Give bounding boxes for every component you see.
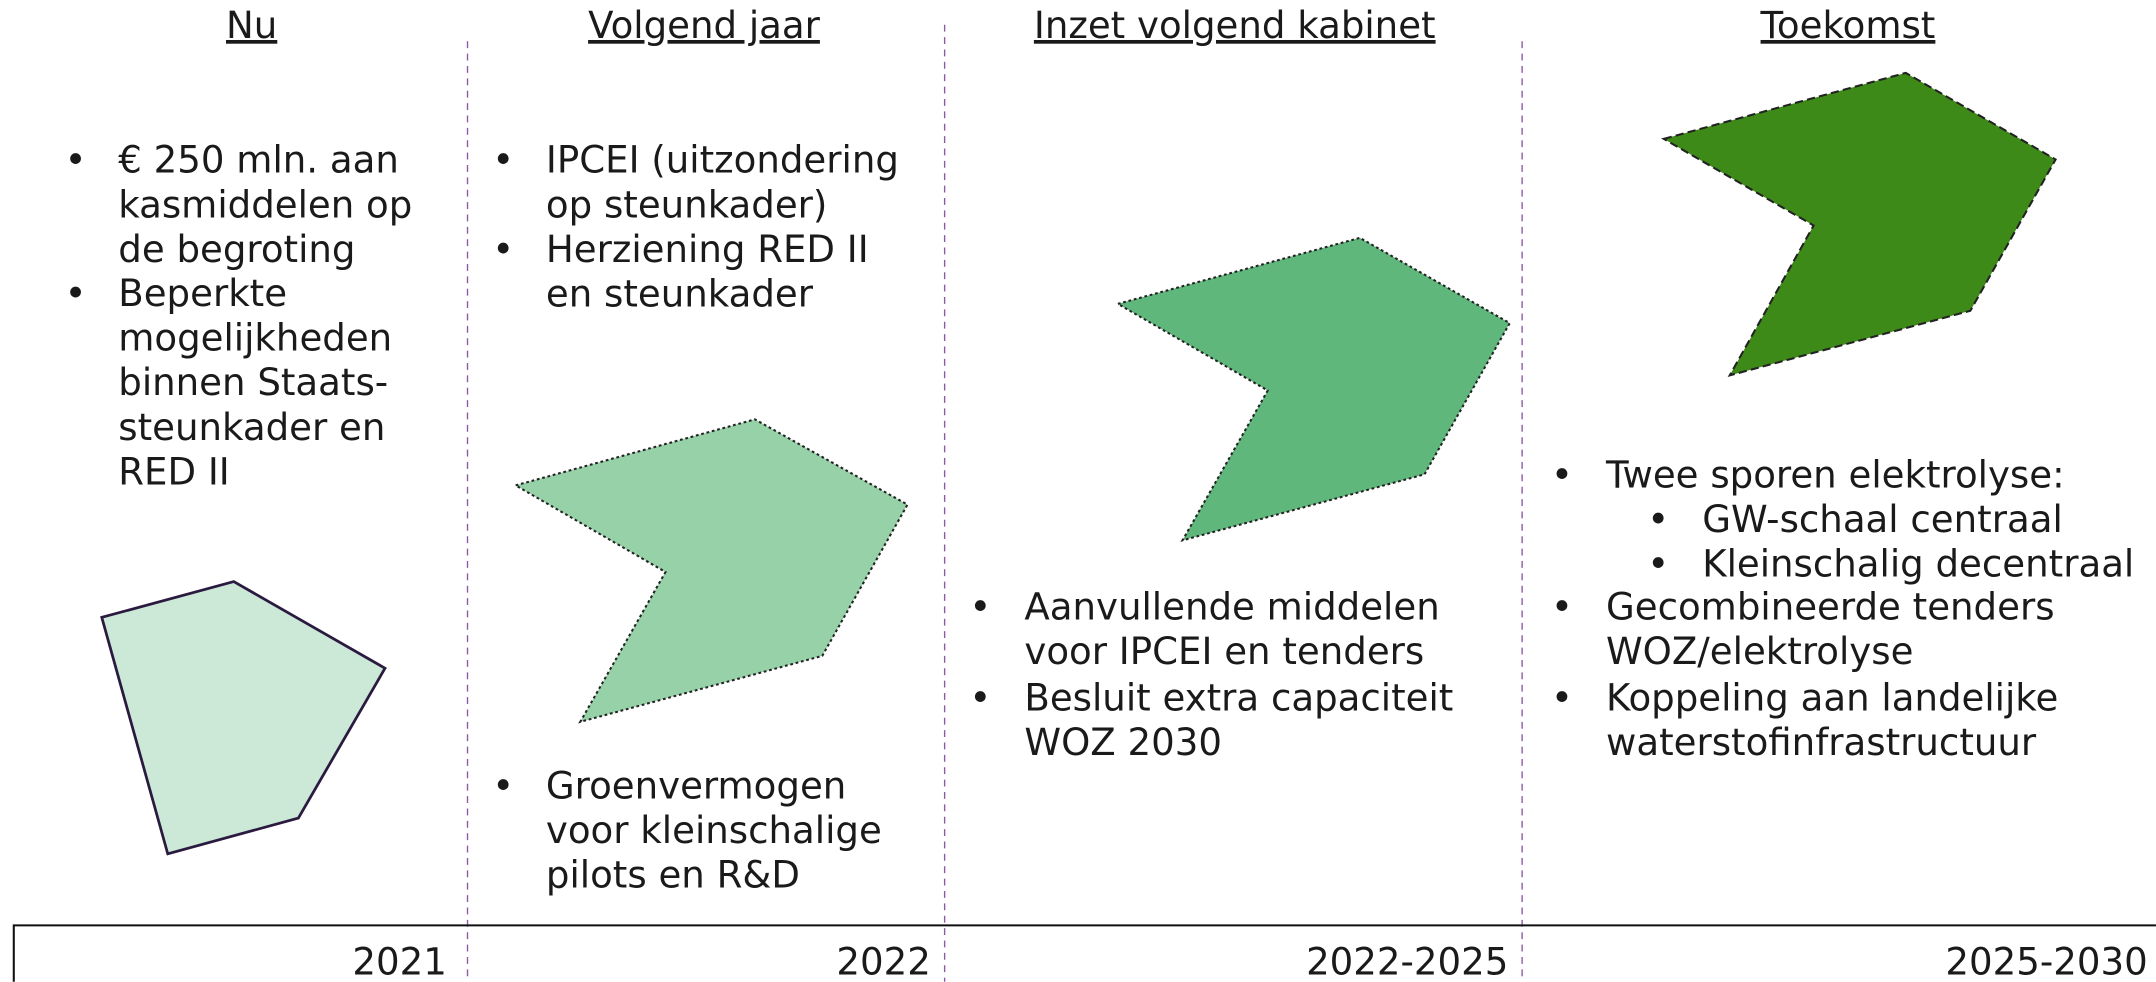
bullet-text: waterstofinfrastructuur <box>1606 721 2037 764</box>
bullet: • <box>1551 454 1573 497</box>
bullet-text: kasmiddelen op <box>118 183 412 226</box>
bullet: • <box>65 272 87 315</box>
bullet: • <box>969 676 991 719</box>
bullet-text: binnen Staats- <box>118 361 388 404</box>
dividers <box>466 24 1523 982</box>
column-title: Nu <box>226 4 277 47</box>
bullet: • <box>1551 586 1573 629</box>
bullet: • <box>1647 498 1669 541</box>
pentagon-shape <box>100 580 387 856</box>
bullet-text: € 250 mln. aan <box>118 139 399 182</box>
bullet-text: Aanvullende middelen <box>1024 586 1439 629</box>
year-label: 2021 <box>352 940 446 982</box>
column-title: Toekomst <box>1760 4 1936 47</box>
bullet: • <box>492 764 514 807</box>
bullet-text: steunkader en <box>118 406 385 449</box>
bullet: • <box>1551 676 1573 719</box>
bullet-text: Gecombineerde tenders <box>1606 586 2055 629</box>
bullet-text: WOZ/elektrolyse <box>1606 630 1913 673</box>
bullet-text: voor IPCEI en tenders <box>1024 630 1424 673</box>
bullet-text: IPCEI (uitzondering <box>546 139 899 182</box>
bullet-text: Groenvermogen <box>546 764 846 807</box>
bullet-text: Herziening RED II <box>546 228 869 271</box>
bullet-text: Beperkte <box>118 272 287 315</box>
bullet: • <box>65 139 87 182</box>
chevron-shape <box>1661 71 2057 377</box>
column-title: Volgend jaar <box>588 4 821 47</box>
sub-bullet-text: Kleinschalig decentraal <box>1702 543 2134 586</box>
bullet-text: mogelijkheden <box>118 317 392 360</box>
chevron-shape <box>512 418 909 724</box>
bullet-text: Besluit extra capaciteit <box>1024 676 1453 719</box>
timeline-box <box>12 924 2156 982</box>
sub-bullet-text: GW-schaal centraal <box>1702 498 2063 541</box>
year-label: 2022 <box>836 940 930 982</box>
column-title: Inzet volgend kabinet <box>1034 4 1436 47</box>
bullet: • <box>969 586 991 629</box>
bullet-text: Koppeling aan landelijke <box>1606 676 2058 719</box>
bullet-text: de begroting <box>118 228 355 271</box>
bullet-text: WOZ 2030 <box>1024 721 1222 764</box>
bullet-text: voor kleinschalige <box>546 809 882 852</box>
bullet: • <box>1647 543 1669 586</box>
chevron-shape <box>1115 236 1512 543</box>
bullet-text: RED II <box>118 450 229 493</box>
bullet-text: en steunkader <box>546 273 814 316</box>
year-label: 2022-2025 <box>1306 940 1508 982</box>
bullet-text: op steunkader) <box>546 183 828 226</box>
bullet-text: Twee sporen elektrolyse: <box>1605 454 2065 497</box>
bullet: • <box>492 228 514 271</box>
bullet-text: pilots en R&D <box>546 853 800 896</box>
year-label: 2025-2030 <box>1945 940 2147 982</box>
bullet: • <box>492 139 514 182</box>
